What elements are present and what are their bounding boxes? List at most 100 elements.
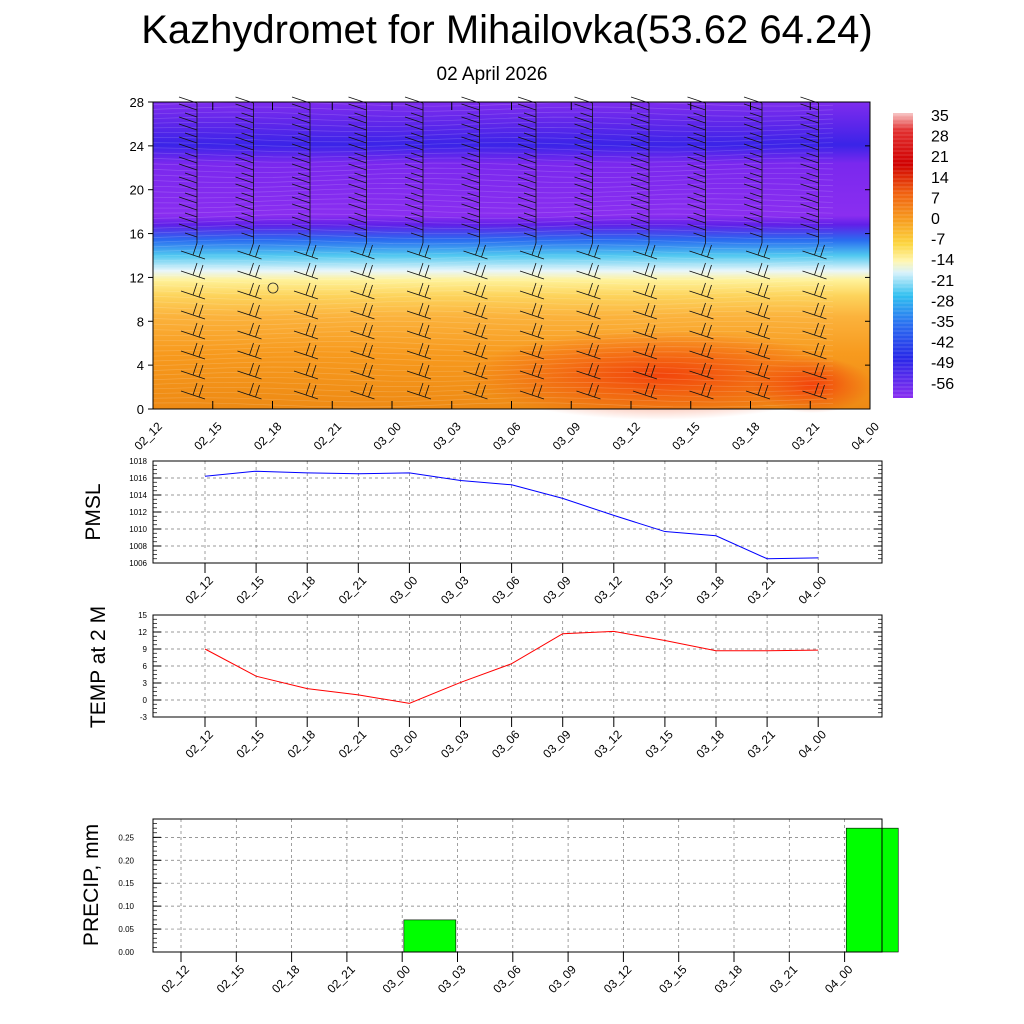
x-tick-label: 04_00 bbox=[822, 962, 856, 996]
x-tick-label: 02_18 bbox=[285, 573, 319, 607]
temp-2m-panel: -3 0 3 6 9 12 15 02_12 02_15 02_18 02_21 03_00 03_03… bbox=[87, 606, 882, 761]
x-tick-label: 03_06 bbox=[490, 419, 524, 453]
y-tick-label: 0.10 bbox=[118, 902, 134, 911]
x-tick-label: 03_15 bbox=[642, 573, 676, 607]
colorbar-label: -7 bbox=[931, 232, 945, 249]
y-tick-label: 6 bbox=[143, 662, 148, 671]
x-tick-label: 02_21 bbox=[311, 419, 345, 453]
temp-2m-axis-label: TEMP at 2 M bbox=[87, 606, 110, 728]
x-tick-label: 03_00 bbox=[380, 962, 414, 996]
colorbar-label: -28 bbox=[931, 293, 954, 310]
x-tick-label: 03_12 bbox=[591, 573, 625, 607]
x-tick-label: 03_15 bbox=[642, 727, 676, 761]
y-tick-label: 3 bbox=[143, 679, 148, 688]
y-tick-label: 1016 bbox=[129, 474, 147, 483]
colorbar-label: -56 bbox=[931, 376, 954, 393]
y-tick-label: -3 bbox=[140, 713, 148, 722]
precip-bar bbox=[846, 828, 898, 952]
x-tick-label: 03_12 bbox=[601, 962, 635, 996]
y-tick-label: 0.05 bbox=[118, 925, 134, 934]
colorbar-label: 21 bbox=[931, 149, 949, 166]
precip-bar bbox=[404, 920, 456, 952]
y-tick-label: 1012 bbox=[129, 508, 147, 517]
y-tick-label: 9 bbox=[143, 645, 148, 654]
colorbar-label: 35 bbox=[931, 108, 949, 125]
y-tick-label: 12 bbox=[138, 628, 147, 637]
y-tick-label: 1018 bbox=[129, 457, 147, 466]
x-tick-label: 02_15 bbox=[234, 573, 268, 607]
x-tick-label: 03_12 bbox=[591, 727, 625, 761]
x-tick-label: 02_15 bbox=[234, 727, 268, 761]
x-tick-label: 03_09 bbox=[540, 727, 574, 761]
x-tick-label: 03_00 bbox=[387, 573, 421, 607]
x-tick-label: 03_03 bbox=[435, 962, 469, 996]
y-tick-label: 8 bbox=[137, 314, 144, 329]
temperature-cross-section-panel: 0481216202428 02_12 02_15 02_18 02_21 03_00 0… bbox=[130, 95, 883, 453]
y-tick-label: 1006 bbox=[129, 559, 147, 568]
y-tick-label: 0.00 bbox=[118, 948, 134, 957]
x-tick-label: 03_21 bbox=[745, 727, 779, 761]
x-tick-label: 03_06 bbox=[489, 727, 523, 761]
x-tick-label: 04_00 bbox=[796, 727, 830, 761]
x-tick-label: 03_09 bbox=[550, 419, 584, 453]
pmsl-panel: 1006 1008 1010 1012 1014 1016 1018 02_12 02_15 02… bbox=[82, 457, 882, 607]
meteogram-figure: 0481216202428 02_12 02_15 02_18 02_21 03_00 0… bbox=[0, 0, 1024, 1024]
x-tick-label: 03_18 bbox=[693, 727, 727, 761]
colorbar-label: 7 bbox=[931, 190, 940, 207]
precip-axis-label: PRECIP, mm bbox=[80, 824, 103, 946]
x-tick-label: 02_21 bbox=[336, 727, 370, 761]
y-tick-label: 1014 bbox=[129, 491, 147, 500]
x-tick-label: 02_18 bbox=[269, 962, 303, 996]
y-tick-label: 0.20 bbox=[118, 856, 134, 865]
x-tick-label: 03_00 bbox=[370, 419, 404, 453]
x-tick-label: 03_15 bbox=[656, 962, 690, 996]
precip-frame bbox=[153, 819, 882, 952]
y-tick-label: 28 bbox=[130, 95, 144, 110]
x-tick-label: 03_03 bbox=[438, 727, 472, 761]
x-tick-label: 03_12 bbox=[609, 419, 643, 453]
y-tick-label: 0.25 bbox=[118, 833, 134, 842]
colorbar-label: -35 bbox=[931, 314, 954, 331]
x-tick-label: 03_21 bbox=[767, 962, 801, 996]
x-tick-label: 02_18 bbox=[251, 419, 285, 453]
x-tick-label: 03_03 bbox=[438, 573, 472, 607]
precip-panel: 0.00 0.05 0.10 0.15 0.20 0.25 02_12 02_15 02_18 0… bbox=[80, 819, 898, 996]
colorbar-label: -49 bbox=[931, 355, 954, 372]
x-tick-label: 02_12 bbox=[182, 727, 216, 761]
x-tick-label: 02_21 bbox=[324, 962, 358, 996]
y-tick-label: 12 bbox=[130, 270, 144, 285]
x-tick-label: 02_15 bbox=[214, 962, 248, 996]
x-tick-label: 02_12 bbox=[158, 962, 192, 996]
y-tick-label: 15 bbox=[138, 611, 147, 620]
x-tick-label: 02_12 bbox=[182, 573, 216, 607]
colorbar-label: -42 bbox=[931, 335, 954, 352]
y-tick-label: 4 bbox=[137, 358, 144, 373]
y-tick-label: 1008 bbox=[129, 542, 147, 551]
temp-2m-series-line bbox=[205, 631, 818, 703]
y-tick-label: 24 bbox=[130, 139, 144, 154]
x-tick-label: 03_06 bbox=[489, 573, 523, 607]
x-tick-label: 03_18 bbox=[693, 573, 727, 607]
x-tick-label: 02_21 bbox=[336, 573, 370, 607]
x-tick-label: 03_03 bbox=[430, 419, 464, 453]
x-tick-label: 03_09 bbox=[540, 573, 574, 607]
y-tick-label: 0 bbox=[137, 402, 144, 417]
x-tick-label: 03_06 bbox=[490, 962, 524, 996]
x-tick-label: 03_21 bbox=[789, 419, 823, 453]
temperature-colorbar: 3528211470-7-14-21-28-35-42-49-56 bbox=[893, 108, 954, 398]
x-tick-label: 03_15 bbox=[669, 419, 703, 453]
y-tick-label: 16 bbox=[130, 227, 144, 242]
x-tick-label: 03_09 bbox=[546, 962, 580, 996]
colorbar-label: -14 bbox=[931, 252, 954, 269]
x-tick-label: 03_18 bbox=[729, 419, 763, 453]
x-tick-label: 02_15 bbox=[191, 419, 225, 453]
x-tick-label: 04_00 bbox=[848, 419, 882, 453]
pmsl-axis-label: PMSL bbox=[82, 483, 105, 540]
y-tick-label: 1010 bbox=[129, 525, 147, 534]
y-tick-label: 0.15 bbox=[118, 879, 134, 888]
x-tick-label: 02_12 bbox=[131, 419, 165, 453]
colorbar-label: -21 bbox=[931, 273, 954, 290]
x-tick-label: 03_21 bbox=[745, 573, 779, 607]
colorbar-label: 0 bbox=[931, 211, 940, 228]
colorbar-label: 14 bbox=[931, 170, 949, 187]
